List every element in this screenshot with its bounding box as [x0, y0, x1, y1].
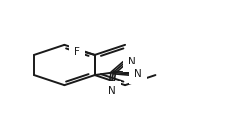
Text: F: F [74, 47, 79, 57]
Text: N: N [134, 69, 142, 79]
Text: N: N [107, 86, 115, 96]
Text: N: N [127, 57, 135, 67]
